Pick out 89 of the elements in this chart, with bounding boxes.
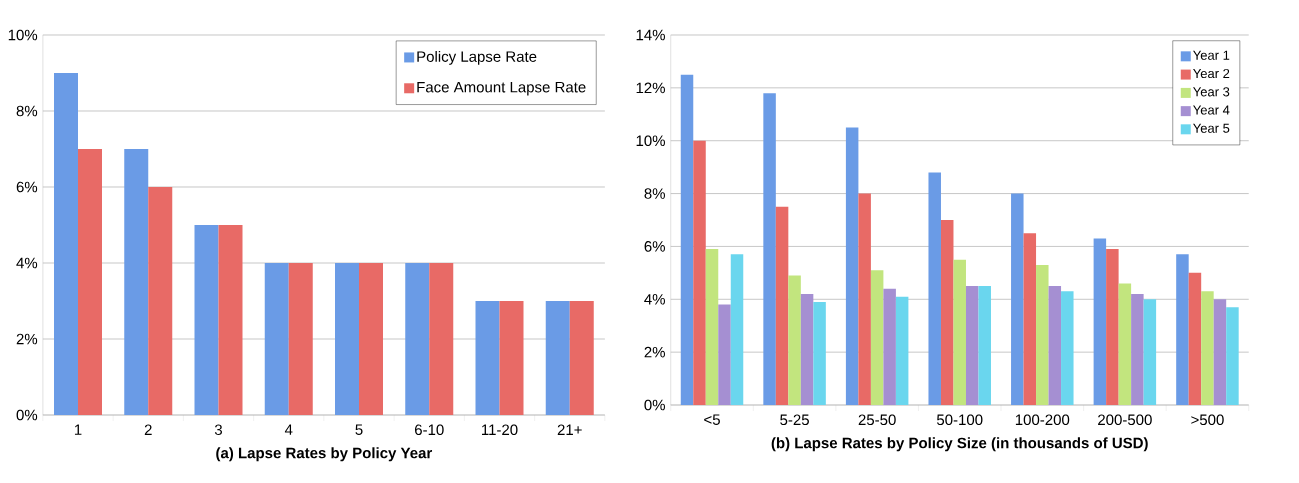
- x-tick-label: 25-50: [858, 414, 896, 426]
- y-tick-label: 4%: [16, 257, 38, 269]
- bar: [928, 172, 941, 405]
- bar: [194, 225, 219, 415]
- x-tick-label: 6-10: [415, 424, 444, 436]
- bar: [148, 187, 173, 415]
- bar: [1143, 299, 1157, 405]
- bar: [680, 74, 694, 405]
- bar: [788, 275, 801, 405]
- bar: [54, 73, 78, 415]
- bar: [359, 263, 383, 415]
- legend-label: Year 2: [1193, 68, 1230, 79]
- bar: [1226, 307, 1239, 405]
- bar: [883, 288, 896, 405]
- bar: [1011, 193, 1024, 405]
- x-tick-label: >500: [1191, 414, 1224, 426]
- bar: [775, 206, 789, 405]
- bar: [1131, 294, 1144, 405]
- x-axis-title: (a) Lapse Rates by Policy Year: [216, 447, 433, 462]
- legend-label: Year 3: [1193, 87, 1230, 97]
- bar: [1106, 249, 1119, 405]
- bar: [953, 259, 966, 405]
- bar: [288, 263, 313, 415]
- y-tick-label: 8%: [16, 105, 38, 117]
- bar: [78, 149, 102, 415]
- y-tick-label: 6%: [644, 241, 665, 252]
- bar: [335, 263, 359, 415]
- bar: [1118, 283, 1132, 405]
- bar: [718, 304, 731, 405]
- y-tick-label: 0%: [16, 409, 38, 421]
- y-tick-label: 4%: [644, 294, 665, 305]
- y-tick-label: 8%: [644, 188, 665, 199]
- y-tick-label: 6%: [16, 181, 38, 193]
- bar: [813, 301, 826, 405]
- bar: [1201, 291, 1214, 405]
- bar: [1093, 238, 1107, 405]
- bar: [1023, 233, 1037, 405]
- bar: [895, 296, 909, 405]
- legend-label: Year 5: [1193, 123, 1230, 133]
- bar: [978, 286, 991, 405]
- bar: [499, 301, 524, 415]
- bar: [405, 263, 430, 415]
- bar: [870, 270, 884, 405]
- legend-label: Policy Lapse Rate: [417, 50, 537, 65]
- bar: [965, 286, 979, 405]
- bar: [858, 193, 871, 405]
- legend-label: Face Amount Lapse Rate: [417, 82, 586, 96]
- y-tick-label: 14%: [636, 29, 665, 41]
- bar: [1048, 286, 1062, 405]
- y-tick-label: 12%: [636, 82, 665, 94]
- legend-label: Year 1: [1193, 50, 1230, 60]
- x-tick-label: 1: [74, 424, 82, 435]
- x-tick-label: <5: [704, 414, 720, 425]
- x-tick-label: 3: [214, 424, 223, 436]
- bar: [1036, 264, 1049, 405]
- x-tick-label: 50-100: [936, 414, 983, 426]
- bar: [1176, 254, 1189, 405]
- bar: [705, 249, 719, 405]
- x-tick-label: 4: [284, 424, 293, 435]
- bar: [763, 93, 776, 405]
- bar: [475, 301, 500, 415]
- x-tick-label: 5: [355, 424, 363, 435]
- bar: [545, 301, 570, 415]
- bar: [1061, 291, 1074, 405]
- bar: [569, 301, 594, 415]
- y-tick-label: 2%: [16, 333, 38, 345]
- bar: [1188, 272, 1202, 405]
- x-axis-title: (b) Lapse Rates by Policy Size (in thousands of USD): [771, 437, 1148, 452]
- bar: [218, 225, 243, 415]
- y-tick-label: 10%: [636, 135, 665, 147]
- y-tick-label: 0%: [644, 399, 665, 411]
- x-tick-label: 2: [144, 424, 152, 435]
- x-tick-label: 21+: [557, 424, 582, 435]
- bar: [730, 254, 744, 405]
- x-tick-label: 11-20: [482, 424, 518, 436]
- bar: [124, 149, 149, 415]
- y-tick-label: 10%: [8, 29, 38, 41]
- bar: [845, 127, 859, 405]
- bar: [940, 220, 954, 405]
- legend-label: Year 4: [1193, 105, 1230, 115]
- x-tick-label: 100-200: [1015, 414, 1070, 426]
- bar: [264, 263, 289, 415]
- bar: [1213, 299, 1227, 405]
- x-tick-label: 200-500: [1098, 414, 1152, 426]
- bar: [693, 140, 706, 405]
- y-tick-label: 2%: [644, 346, 665, 358]
- bar: [800, 294, 814, 405]
- x-tick-label: 5-25: [780, 414, 809, 426]
- bar: [429, 263, 454, 415]
